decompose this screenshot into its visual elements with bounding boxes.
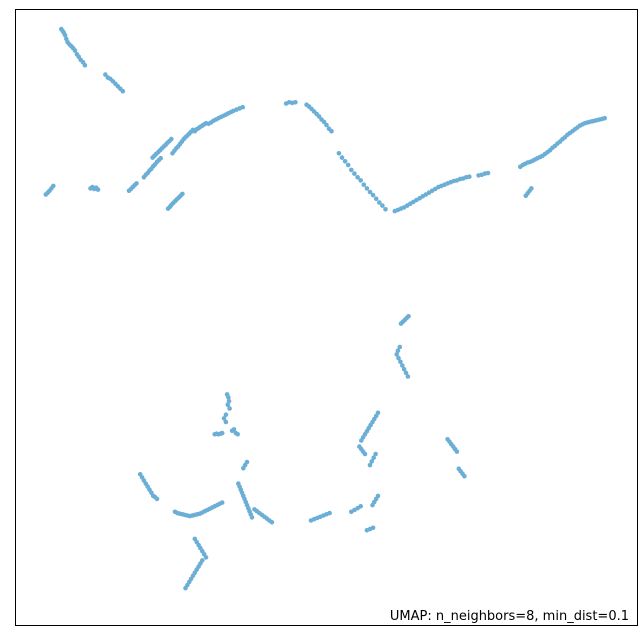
scatter-point [227, 406, 232, 411]
scatter-point [371, 455, 377, 461]
scatter-point [357, 444, 362, 449]
scatter-point [397, 344, 403, 350]
scatter-point [244, 459, 250, 465]
scatter-point [394, 352, 400, 357]
scatter-point [364, 186, 370, 191]
scatter-point [467, 174, 472, 179]
scatter-point [370, 192, 376, 198]
scatter-point [293, 100, 298, 105]
scatter-point [180, 191, 185, 197]
scatter-point [377, 200, 382, 205]
scatter-point [62, 32, 68, 38]
scatter-point [120, 88, 126, 94]
scatter-point [154, 496, 160, 502]
scatter-point [249, 515, 255, 520]
scatter-point [396, 355, 401, 361]
scatter-point [355, 175, 360, 180]
scatter-point [523, 193, 529, 198]
scatter-point [602, 115, 607, 121]
scatter-point [269, 520, 275, 525]
scatter-point [327, 510, 332, 516]
scatter-point [373, 196, 379, 202]
scatter-point [400, 363, 405, 368]
scatter-point [367, 189, 373, 195]
scatter-point [361, 182, 367, 187]
scatter-point [454, 449, 460, 454]
scatter-point [358, 178, 364, 183]
scatter-point [370, 525, 376, 531]
scatter-point [383, 207, 388, 212]
scatter-point [316, 114, 322, 119]
scatter-point [134, 181, 139, 186]
scatter-point [345, 162, 351, 168]
scatter-point [339, 155, 345, 160]
scatter-point [369, 459, 375, 464]
scatter-point [367, 462, 373, 468]
scatter-point [395, 348, 401, 354]
scatter-point [183, 585, 188, 591]
plot-frame [15, 9, 638, 626]
scatter-point [221, 416, 227, 421]
scatter-point [485, 170, 491, 176]
scatter-point [324, 122, 329, 128]
scatter-point [352, 171, 357, 176]
scatter-point [406, 314, 411, 319]
scatter-points [43, 26, 607, 591]
scatter-point [231, 427, 237, 432]
scatter-point [165, 206, 171, 211]
scatter-point [401, 366, 407, 372]
scatter-point [336, 151, 342, 156]
scatter-point [226, 398, 232, 404]
scatter-point [225, 402, 231, 408]
scatter-point [226, 395, 231, 400]
scatter-point [203, 555, 209, 560]
scatter-point [235, 432, 240, 437]
umap-parameters-annotation: UMAP: n_neighbors=8, min_dist=0.1 [390, 609, 629, 624]
scatter-point [462, 473, 467, 479]
scatter-point [403, 370, 409, 376]
scatter-point [223, 419, 229, 425]
scatter-point [158, 155, 163, 161]
scatter-point [370, 502, 375, 508]
scatter-point [342, 159, 348, 164]
scatter-point [329, 128, 334, 134]
scatter-point [82, 63, 88, 68]
scatter-point [398, 359, 403, 365]
scatter-point [51, 183, 56, 189]
scatter-point [223, 412, 229, 418]
scatter-point [169, 136, 174, 142]
scatter-point [95, 187, 101, 192]
scatter-point [405, 374, 411, 379]
scatter-point [72, 48, 78, 53]
scatter-point [321, 119, 327, 125]
scatter-point [219, 500, 225, 505]
scatter-point [358, 504, 364, 509]
scatter-point [373, 451, 378, 457]
scatter-point [349, 167, 354, 173]
scatter-point [380, 203, 385, 208]
scatter-point [212, 432, 217, 437]
scatter-point [240, 104, 245, 110]
scatter-point [375, 410, 381, 416]
